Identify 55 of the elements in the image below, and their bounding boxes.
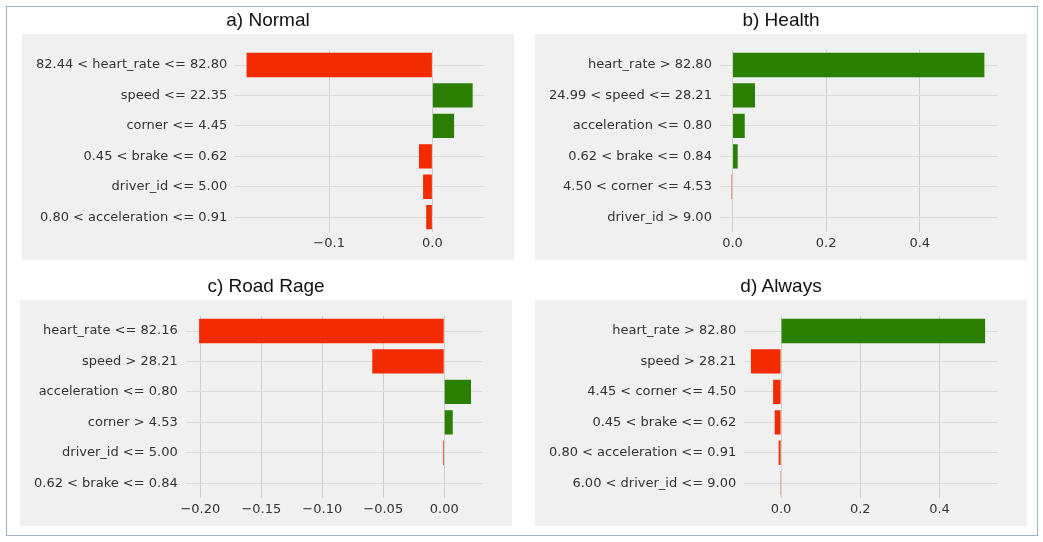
chart-title: d) Always xyxy=(739,274,823,298)
x-tick-label: −0.15 xyxy=(241,500,282,516)
bar xyxy=(733,52,985,78)
bar xyxy=(432,113,455,139)
y-tick-label: 0.45 < brake <= 0.62 xyxy=(83,147,228,163)
x-tick-label: 0.2 xyxy=(849,500,871,516)
x-tick-label: −0.20 xyxy=(180,500,221,516)
y-tick-label: 4.45 < corner <= 4.50 xyxy=(587,383,737,399)
bar xyxy=(444,379,472,405)
y-tick-label: 4.50 < corner <= 4.53 xyxy=(563,178,712,194)
y-tick-label: heart_rate <= 82.16 xyxy=(42,322,178,338)
x-tick-label: 0.4 xyxy=(929,500,950,516)
chart-title: c) Road Rage xyxy=(206,274,326,298)
bar xyxy=(733,144,738,169)
chart-title: a) Normal xyxy=(225,8,311,32)
y-tick-label: 0.45 < brake <= 0.62 xyxy=(592,413,737,429)
x-tick-label: 0.2 xyxy=(815,234,837,250)
bar xyxy=(246,52,432,78)
x-tick-label: 0.0 xyxy=(422,234,443,250)
x-tick-label: 0.00 xyxy=(429,500,459,516)
y-tick-label: driver_id > 9.00 xyxy=(607,208,712,224)
bar xyxy=(432,83,473,108)
x-tick-label: 0.4 xyxy=(909,234,931,250)
x-tick-label: −0.05 xyxy=(363,500,404,516)
y-tick-label: heart_rate > 82.80 xyxy=(612,322,737,338)
y-tick-label: 0.62 < brake <= 0.84 xyxy=(568,147,712,163)
y-tick-label: speed > 28.21 xyxy=(640,352,737,368)
x-tick-label: −0.10 xyxy=(302,500,343,516)
y-tick-label: acceleration <= 0.80 xyxy=(572,117,712,133)
bar xyxy=(418,144,432,169)
bar xyxy=(444,410,453,435)
y-tick-label: speed > 28.21 xyxy=(82,352,178,368)
y-tick-label: 0.62 < brake <= 0.84 xyxy=(33,474,178,490)
bar xyxy=(199,318,444,344)
y-tick-label: 0.80 < acceleration <= 0.91 xyxy=(548,444,737,460)
y-tick-label: driver_id <= 5.00 xyxy=(111,178,228,194)
y-tick-label: 82.44 < heart_rate <= 82.80 xyxy=(35,56,228,72)
bar xyxy=(733,113,745,139)
y-tick-label: speed <= 22.35 xyxy=(120,86,228,102)
y-tick-label: corner <= 4.45 xyxy=(126,117,228,133)
bar xyxy=(733,83,756,108)
bar xyxy=(426,205,432,230)
y-tick-label: 6.00 < driver_id <= 9.00 xyxy=(572,474,737,490)
y-tick-label: acceleration <= 0.80 xyxy=(38,383,178,399)
x-tick-label: 0.0 xyxy=(770,500,792,516)
y-tick-label: heart_rate > 82.80 xyxy=(587,56,712,72)
chart-title: b) Health xyxy=(741,8,821,32)
y-tick-label: 24.99 < speed <= 28.21 xyxy=(548,86,712,102)
y-tick-label: driver_id <= 5.00 xyxy=(62,444,178,460)
y-tick-label: corner > 4.53 xyxy=(87,413,178,429)
bar xyxy=(423,174,432,199)
bar xyxy=(372,349,444,374)
x-tick-label: −0.1 xyxy=(313,234,345,250)
x-tick-label: 0.0 xyxy=(722,234,743,250)
y-tick-label: 0.80 < acceleration <= 0.91 xyxy=(40,208,228,224)
